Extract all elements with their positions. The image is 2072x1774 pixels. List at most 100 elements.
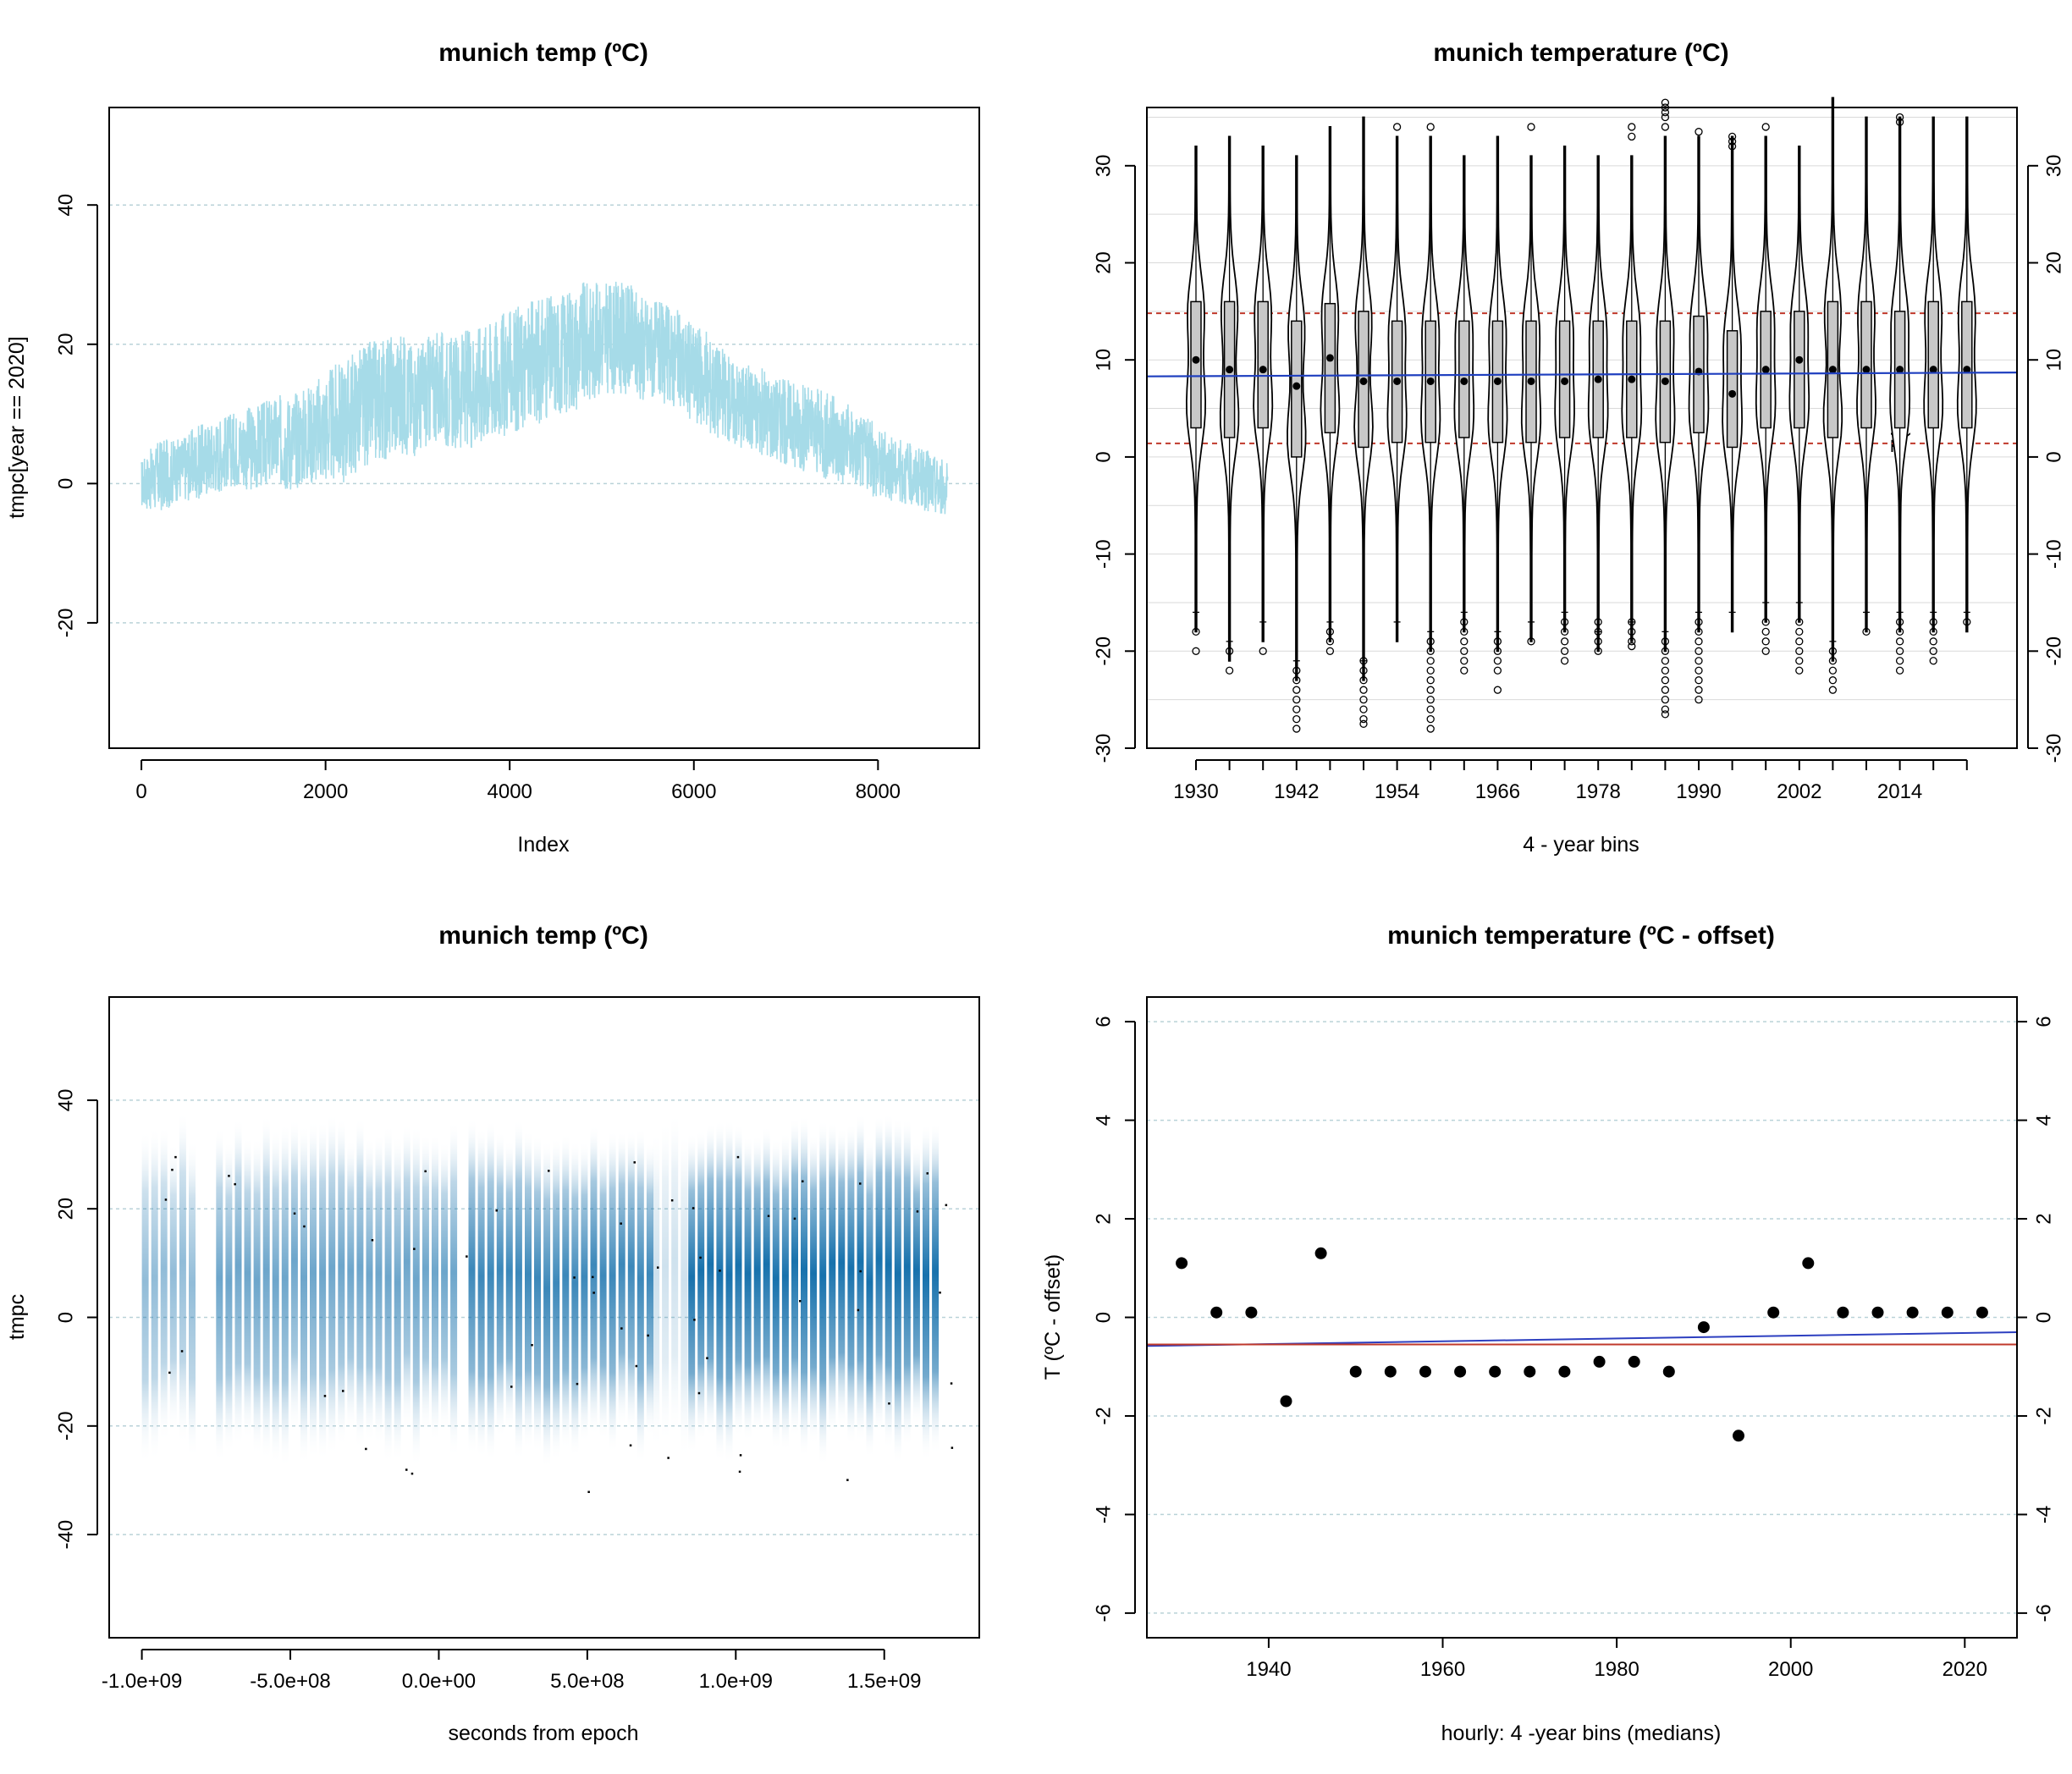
- outlier: [1527, 123, 1535, 131]
- outlier: [1929, 657, 1937, 665]
- y-tick-label-right: 6: [2032, 1016, 2055, 1027]
- median-point: [1493, 377, 1502, 385]
- density-band: [450, 1121, 458, 1457]
- outlier: [1426, 724, 1435, 733]
- box: [1927, 300, 1939, 429]
- outlier: [1359, 676, 1368, 685]
- median-point: [1325, 354, 1334, 362]
- x-tick-label: 2020: [1942, 1658, 1987, 1681]
- density-band: [496, 1131, 504, 1439]
- outlier-point: [303, 1225, 306, 1228]
- outlier-point: [234, 1182, 236, 1186]
- outlier: [1426, 647, 1435, 655]
- density-band: [875, 1115, 883, 1435]
- outlier: [1426, 657, 1435, 665]
- outlier: [1828, 657, 1838, 665]
- outlier-point: [531, 1344, 533, 1347]
- y-tick-label: 0: [54, 1312, 77, 1323]
- outlier: [1426, 696, 1435, 704]
- outlier-point: [413, 1248, 416, 1250]
- x-tick-label: 1942: [1274, 780, 1319, 803]
- density-band: [923, 1123, 929, 1462]
- density-band: [801, 1115, 807, 1458]
- density-band: [781, 1132, 789, 1452]
- median-point: [1393, 377, 1402, 385]
- density-band: [281, 1122, 289, 1468]
- outlier: [1325, 637, 1335, 646]
- outlier: [1895, 118, 1904, 126]
- data-point: [1733, 1430, 1744, 1442]
- outlier: [1828, 647, 1838, 655]
- density-band: [571, 1140, 579, 1457]
- points-and-lines: [1146, 1247, 2018, 1442]
- y-tick-label: 30: [1092, 154, 1115, 177]
- outlier: [1661, 108, 1670, 117]
- outlier: [1795, 637, 1804, 646]
- outlier: [1695, 657, 1703, 665]
- median-point: [1896, 366, 1904, 374]
- outlier-point: [510, 1386, 513, 1388]
- x-tick-label: 2000: [1768, 1658, 1813, 1681]
- outlier-point: [164, 1198, 168, 1201]
- density-band: [857, 1113, 864, 1443]
- outlier: [1359, 686, 1368, 694]
- density-band: [681, 1132, 688, 1461]
- density-band: [763, 1126, 770, 1433]
- density-band: [244, 1137, 251, 1441]
- outlier: [1359, 696, 1368, 704]
- outlier: [1493, 647, 1502, 655]
- density-band: [653, 1131, 660, 1450]
- median-point: [1226, 366, 1234, 374]
- plot-frame: [108, 107, 980, 749]
- outlier: [1828, 666, 1838, 675]
- outlier-point: [405, 1468, 408, 1471]
- outlier-point: [738, 1470, 741, 1474]
- outlier-point: [633, 1161, 636, 1164]
- outlier: [1895, 657, 1904, 665]
- outlier: [1594, 637, 1602, 646]
- median-point: [1426, 377, 1435, 385]
- outlier: [1661, 98, 1670, 107]
- outlier-point: [767, 1215, 770, 1217]
- outlier: [1695, 618, 1703, 626]
- median-point: [1561, 377, 1569, 385]
- outlier: [1192, 647, 1200, 655]
- y-tick-label: 6: [1092, 1016, 1115, 1027]
- outlier: [1929, 618, 1937, 626]
- outlier: [1795, 627, 1804, 636]
- outlier-point: [706, 1357, 708, 1359]
- density-band: [310, 1120, 317, 1460]
- chart-title: munich temperature (ºC - offset): [1387, 922, 1775, 950]
- y-tick-label-right: -2: [2032, 1407, 2055, 1424]
- outlier: [1426, 676, 1435, 685]
- density-band: [412, 1125, 420, 1468]
- density-band: [328, 1113, 336, 1456]
- outlier-point: [168, 1371, 171, 1375]
- outlier: [1963, 618, 1971, 626]
- density-band: [646, 1141, 653, 1437]
- outlier: [1325, 627, 1335, 636]
- x-axis-label: 4 - year bins: [1523, 833, 1639, 857]
- outlier: [1460, 627, 1469, 636]
- y-tick-label: 20: [54, 333, 77, 355]
- y-tick-label: 20: [54, 1198, 77, 1220]
- x-axis-label: seconds from epoch: [448, 1722, 638, 1745]
- x-axis-label: hourly: 4 -year bins (medians): [1441, 1722, 1722, 1745]
- median-point: [1192, 355, 1200, 364]
- outlier: [1560, 618, 1569, 626]
- density-band: [543, 1140, 551, 1469]
- density-band: [234, 1118, 242, 1446]
- density-band: [487, 1120, 494, 1462]
- density-band: [319, 1119, 327, 1462]
- density-band: [716, 1120, 724, 1463]
- outlier: [1895, 627, 1904, 636]
- data-point: [1558, 1365, 1571, 1378]
- y-tick-label: -20: [1092, 636, 1115, 666]
- outlier: [1225, 666, 1234, 675]
- density-band: [829, 1121, 836, 1436]
- y-tick-label-right: -4: [2032, 1506, 2055, 1523]
- outlier: [1493, 686, 1502, 694]
- density-band: [441, 1140, 449, 1432]
- outlier: [1493, 666, 1502, 675]
- outlier-point: [180, 1350, 184, 1353]
